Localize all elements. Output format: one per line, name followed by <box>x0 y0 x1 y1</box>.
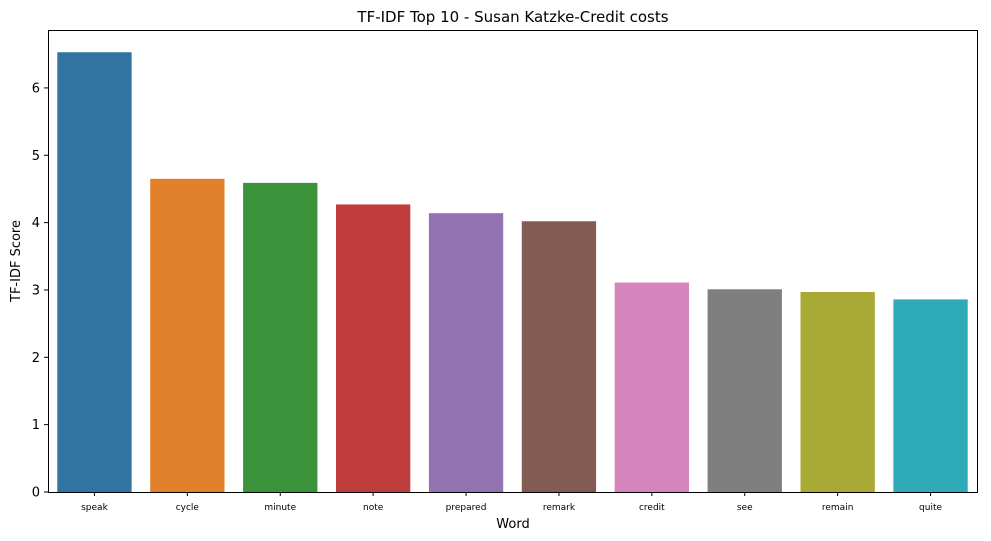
bar-remain <box>800 291 875 492</box>
x-tick-label: remain <box>822 503 854 513</box>
bar-note <box>335 204 411 492</box>
y-tick-label: 3 <box>32 283 40 298</box>
x-tick-label: speak <box>81 503 108 513</box>
x-axis-ticks: speak cycle minute note prepared remark credit… <box>81 492 943 513</box>
y-tick-label: 6 <box>32 81 40 96</box>
plot-frame <box>48 30 978 493</box>
x-tick-label: remark <box>543 503 576 513</box>
bar-speak <box>57 52 132 493</box>
bar-cycle <box>150 178 225 492</box>
y-tick-label: 5 <box>32 149 40 164</box>
bar-remark <box>521 221 597 492</box>
y-axis-ticks: 0 1 2 3 4 5 6 <box>32 81 48 501</box>
bar-quite <box>893 299 968 492</box>
y-tick-label: 1 <box>32 418 40 433</box>
y-tick-label: 4 <box>32 216 40 231</box>
x-tick-label: credit <box>639 503 665 513</box>
bar-prepared <box>428 213 504 493</box>
y-tick-label: 2 <box>32 351 40 366</box>
bar-credit <box>614 282 690 492</box>
x-tick-label: see <box>737 503 753 513</box>
x-tick-label: cycle <box>176 503 200 513</box>
x-axis-label: Word <box>496 517 529 532</box>
y-axis-label: TF-IDF Score <box>9 220 24 303</box>
x-tick-label: note <box>363 503 384 513</box>
x-tick-label: prepared <box>446 503 487 513</box>
bar-see <box>707 289 782 492</box>
y-tick-label: 0 <box>32 486 40 501</box>
x-tick-label: quite <box>919 503 942 513</box>
x-tick-label: minute <box>264 503 296 513</box>
bars-group <box>57 52 968 493</box>
chart-title: TF-IDF Top 10 - Susan Katzke-Credit cost… <box>356 8 668 26</box>
bar-minute <box>243 182 318 492</box>
